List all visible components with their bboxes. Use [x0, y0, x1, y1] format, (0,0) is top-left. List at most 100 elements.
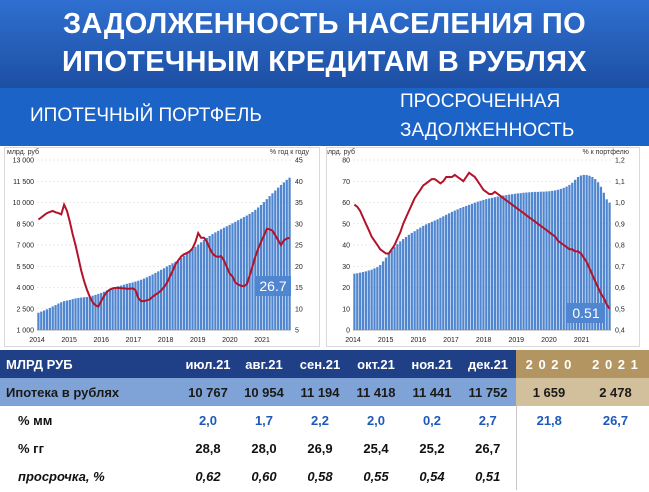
- table-cell: 2,7: [460, 406, 516, 434]
- bar: [234, 221, 237, 330]
- table-row: Ипотека в рублях 10 767 10 954 11 194 11…: [0, 378, 649, 406]
- bar: [48, 307, 51, 330]
- bar: [608, 202, 611, 330]
- bar: [125, 283, 129, 330]
- bar: [442, 216, 445, 330]
- bar: [562, 187, 565, 330]
- table-cell: 28,8: [180, 434, 236, 462]
- bar: [594, 179, 597, 330]
- bar: [513, 193, 517, 330]
- overdue-debt-chart-svg: млрд. руб % к портфелю 0 0,4 10 0,5 20 0,6 30 0,7…: [327, 148, 629, 344]
- callout-box: [255, 276, 291, 296]
- y-tick-label-left: 1 000: [16, 328, 34, 335]
- bar: [171, 263, 174, 330]
- bar: [254, 209, 257, 330]
- bar: [182, 255, 186, 330]
- table-header-cell: ноя.21: [404, 350, 460, 378]
- table-cell: 0,2: [404, 406, 460, 434]
- bar: [262, 202, 266, 330]
- bar: [160, 269, 163, 330]
- table-cell: 28,0: [236, 434, 292, 462]
- y-tick-label-left: 11 500: [13, 179, 34, 186]
- y-tick-label-left: 30: [342, 264, 350, 271]
- bar: [54, 305, 57, 330]
- bar: [556, 189, 560, 330]
- table-header-row: МЛРД РУБ июл.21 авг.21 сен.21 окт.21 ноя…: [0, 350, 649, 378]
- table-cell: 2,0: [348, 406, 404, 434]
- bar: [222, 227, 226, 330]
- bar: [396, 244, 399, 330]
- bar: [208, 235, 211, 330]
- bar: [479, 200, 482, 330]
- bar: [353, 273, 356, 330]
- subtitle-band: [0, 88, 649, 146]
- bar: [242, 217, 246, 330]
- y-tick-label-left: 70: [342, 179, 350, 186]
- bar: [393, 247, 396, 330]
- right-axis-unit: % год к году: [270, 149, 310, 156]
- x-tick-label: 2019: [190, 337, 206, 344]
- bar: [85, 296, 89, 330]
- table-cell: 0,51: [460, 462, 516, 490]
- table-row-label: % гг: [0, 434, 180, 462]
- x-tick-label: 2016: [94, 337, 110, 344]
- bar: [122, 284, 126, 330]
- table-row: % гг 28,8 28,0 26,9 25,4 25,2 26,7: [0, 434, 649, 462]
- table-cell: [582, 462, 649, 490]
- table-cell: 26,7: [582, 406, 649, 434]
- y-tick-label-left: 80: [342, 158, 350, 165]
- bar: [225, 226, 228, 330]
- bar: [565, 186, 568, 330]
- table-cell: 2,0: [180, 406, 236, 434]
- bar: [439, 217, 442, 330]
- bar: [282, 182, 285, 330]
- bar: [134, 281, 137, 330]
- bar: [376, 267, 379, 330]
- right-subtitle: ПРОСРОЧЕННАЯ ЗАДОЛЖЕННОСТЬ: [400, 90, 574, 143]
- table-row: % мм 2,0 1,7 2,2 2,0 0,2 2,7 21,8 26,7: [0, 406, 649, 434]
- bar: [576, 177, 580, 330]
- y-tick-label-right: 35: [295, 200, 303, 207]
- table-cell: 2,2: [292, 406, 348, 434]
- left-axis-unit: млрд. руб: [327, 148, 355, 156]
- bar: [100, 292, 103, 330]
- right-subtitle-line1: ПРОСРОЧЕННАЯ: [400, 91, 561, 112]
- bar: [599, 186, 603, 330]
- bar: [140, 279, 143, 330]
- bar: [422, 225, 425, 330]
- bar: [390, 250, 393, 330]
- bar: [433, 220, 436, 330]
- right-subtitle-line2: ЗАДОЛЖЕННОСТЬ: [400, 120, 575, 141]
- x-tick-label: 2018: [158, 337, 174, 344]
- bar: [168, 264, 171, 330]
- bar: [499, 196, 502, 330]
- bar: [51, 306, 54, 330]
- bar: [528, 192, 531, 330]
- bar: [288, 177, 291, 330]
- bar: [57, 303, 60, 330]
- bar: [496, 196, 499, 330]
- table-header-cell: сен.21: [292, 350, 348, 378]
- bar: [602, 192, 605, 330]
- y-tick-label-right: 0,5: [615, 306, 625, 313]
- y-tick-label-right: 40: [295, 179, 303, 186]
- bar: [413, 231, 416, 330]
- bar: [108, 289, 111, 330]
- right-axis-unit: % к портфелю: [582, 149, 629, 156]
- table-cell: 1,7: [236, 406, 292, 434]
- left-subtitle: ИПОТЕЧНЫЙ ПОРТФЕЛЬ: [30, 105, 262, 126]
- bar: [120, 285, 123, 330]
- table-cell: 0,58: [292, 462, 348, 490]
- table-row-label: просрочка, %: [0, 462, 180, 490]
- series-line: [353, 171, 611, 310]
- bar: [162, 268, 166, 330]
- bar: [559, 188, 562, 330]
- bar: [367, 270, 370, 330]
- bar: [45, 309, 49, 330]
- bar: [490, 197, 494, 330]
- bar: [117, 286, 120, 330]
- table-cell: 21,8: [515, 406, 582, 434]
- y-tick-label-left: 7 000: [16, 243, 34, 250]
- y-tick-label-right: 0,8: [615, 243, 625, 250]
- y-tick-label-right: 0,4: [615, 328, 625, 335]
